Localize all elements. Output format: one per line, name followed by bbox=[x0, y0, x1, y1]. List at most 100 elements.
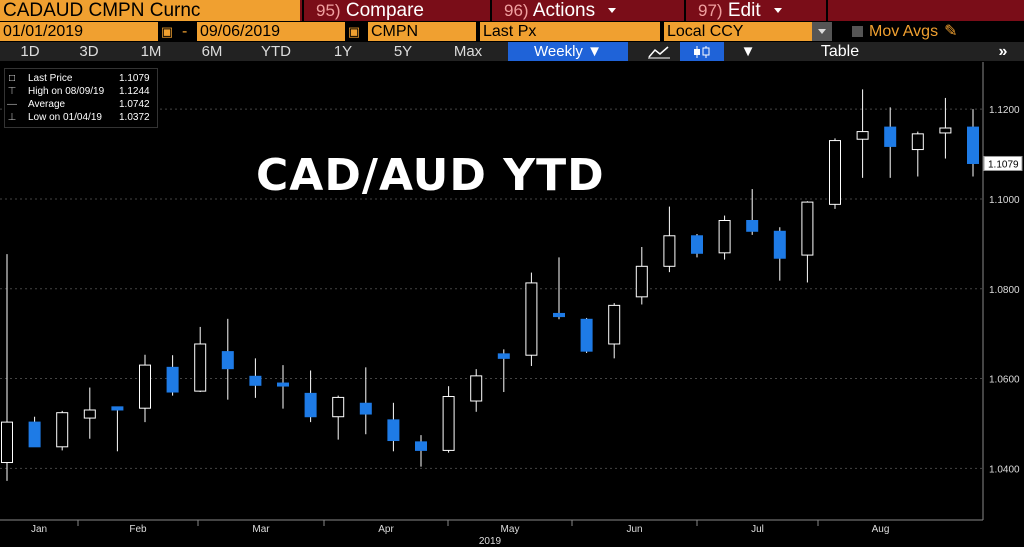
low-marker-icon: ⊥ bbox=[7, 112, 17, 123]
legend-label: Average bbox=[28, 99, 66, 110]
high-marker-icon: ⊤ bbox=[7, 86, 17, 97]
line-chart-icon[interactable] bbox=[644, 42, 674, 61]
currency-selector[interactable]: Local CCY bbox=[664, 22, 812, 41]
legend-value: 1.0742 bbox=[119, 99, 150, 110]
candle-body bbox=[829, 140, 841, 205]
y-tick-label: 1.1200 bbox=[989, 105, 1020, 116]
ticker-field[interactable]: CADAUD CMPN Curnc bbox=[0, 0, 300, 21]
x-tick-label: Jun bbox=[626, 524, 642, 535]
chart-grid bbox=[0, 108, 983, 469]
menu-separator bbox=[302, 0, 304, 21]
candle-body bbox=[635, 265, 648, 298]
candle-body bbox=[718, 220, 731, 254]
candle-body bbox=[608, 304, 621, 345]
period-button[interactable]: 5Y bbox=[393, 43, 413, 60]
x-tick-label: May bbox=[501, 524, 520, 535]
candle-body bbox=[470, 375, 483, 402]
candle-body bbox=[801, 201, 814, 256]
top-menu-bar: CADAUD CMPN Curnc 95) Compare 96) Action… bbox=[0, 0, 1024, 21]
y-tick-label: 1.0800 bbox=[989, 285, 1020, 296]
candle-body bbox=[166, 366, 179, 393]
candle-body bbox=[415, 441, 427, 451]
candle-body bbox=[580, 318, 593, 352]
x-tick-label: Apr bbox=[378, 524, 394, 535]
candle-body bbox=[56, 412, 69, 448]
edit-menu[interactable]: 97) Edit bbox=[698, 0, 782, 21]
candlestick-icon[interactable] bbox=[680, 42, 724, 61]
legend-value: 1.1079 bbox=[119, 73, 150, 84]
candle-body bbox=[967, 126, 979, 164]
triangle-down-icon: ▼ bbox=[587, 43, 602, 60]
menu-separator bbox=[490, 0, 492, 21]
price-chart[interactable]: 1.0400 1.0600 1.0800 1.1000 1.1200 Jan Feb Mar A… bbox=[0, 62, 1024, 547]
source-field[interactable]: CMPN bbox=[368, 22, 476, 41]
edit-menu-label: Edit bbox=[727, 0, 761, 21]
period-button[interactable]: 1M bbox=[140, 43, 162, 60]
legend-row-high: ⊤ High on 08/09/19 1.1244 bbox=[5, 85, 155, 98]
candle-body bbox=[497, 353, 510, 359]
candle-body bbox=[277, 382, 289, 387]
mov-avgs-label: Mov Avgs bbox=[869, 23, 939, 40]
field-selector[interactable]: Last Px bbox=[480, 22, 660, 41]
period-button[interactable]: Max bbox=[453, 43, 483, 60]
triangle-down-icon: ▼ bbox=[740, 43, 756, 60]
candle-body bbox=[83, 409, 96, 419]
compare-menu[interactable]: 95) Compare bbox=[316, 0, 424, 21]
period-button[interactable]: 6M bbox=[201, 43, 223, 60]
end-date-field[interactable]: 09/06/2019 bbox=[197, 22, 345, 41]
candle-body bbox=[553, 312, 565, 318]
candle-body bbox=[773, 230, 786, 259]
candle-body bbox=[332, 396, 345, 418]
chevron-down-icon bbox=[773, 8, 782, 14]
y-tick-label: 1.0600 bbox=[989, 375, 1020, 386]
last-price-label: 1.1079 bbox=[988, 159, 1019, 170]
mov-avgs-toggle[interactable]: Mov Avgs ✎ bbox=[852, 22, 957, 41]
period-button[interactable]: YTD bbox=[261, 43, 291, 60]
candle-body bbox=[387, 419, 400, 442]
settings-row: 01/01/2019 ▣ - 09/06/2019 ▣ CMPN Last Px… bbox=[0, 22, 1024, 41]
double-chevron-right-icon[interactable]: » bbox=[998, 43, 1008, 60]
calendar-icon[interactable]: ▣ bbox=[347, 24, 361, 39]
y-tick-label: 1.1000 bbox=[989, 195, 1020, 206]
pencil-icon[interactable]: ✎ bbox=[944, 23, 958, 40]
x-tick-label: Aug bbox=[872, 524, 890, 535]
menu-separator bbox=[826, 0, 828, 21]
currency-dropdown-button[interactable] bbox=[812, 22, 832, 41]
table-button[interactable]: Table bbox=[820, 43, 860, 60]
legend-row-low: ⊥ Low on 01/04/19 1.0372 bbox=[5, 111, 155, 124]
chart-type-dropdown[interactable]: ▼ bbox=[730, 42, 766, 61]
checkbox-icon[interactable] bbox=[852, 26, 863, 38]
compare-menu-number: 95) bbox=[316, 1, 341, 20]
start-date-field[interactable]: 01/01/2019 bbox=[0, 22, 158, 41]
candle-body bbox=[442, 396, 455, 451]
candle-body bbox=[221, 351, 234, 370]
legend-row-average: — Average 1.0742 bbox=[5, 98, 155, 111]
actions-menu-number: 96) bbox=[504, 1, 529, 20]
frequency-dropdown[interactable]: Weekly ▼ bbox=[508, 42, 628, 61]
frequency-label: Weekly bbox=[534, 43, 583, 60]
period-button[interactable]: 1D bbox=[20, 43, 40, 60]
x-axis-year-label: 2019 bbox=[479, 536, 502, 547]
compare-menu-label: Compare bbox=[345, 0, 425, 21]
candle-body bbox=[139, 364, 151, 409]
legend-value: 1.0372 bbox=[119, 112, 150, 123]
legend-label: Low on 01/04/19 bbox=[28, 112, 102, 123]
average-marker-icon: — bbox=[7, 99, 17, 110]
calendar-icon[interactable]: ▣ bbox=[160, 24, 174, 39]
menu-separator bbox=[684, 0, 686, 21]
last-price-marker bbox=[983, 155, 1023, 171]
candle-body bbox=[663, 235, 676, 267]
candle-body bbox=[746, 220, 759, 232]
candle-body bbox=[911, 133, 924, 151]
period-button[interactable]: 1Y bbox=[333, 43, 353, 60]
candle-body bbox=[194, 343, 207, 392]
y-tick-label: 1.0400 bbox=[989, 464, 1020, 475]
candle-body bbox=[1, 421, 13, 464]
actions-menu[interactable]: 96) Actions bbox=[504, 0, 617, 21]
candle-body bbox=[359, 402, 372, 415]
edit-menu-number: 97) bbox=[698, 1, 723, 20]
x-tick-label: Mar bbox=[252, 524, 270, 535]
candle-body bbox=[691, 235, 703, 254]
candle-body bbox=[28, 421, 41, 448]
period-button[interactable]: 3D bbox=[79, 43, 99, 60]
